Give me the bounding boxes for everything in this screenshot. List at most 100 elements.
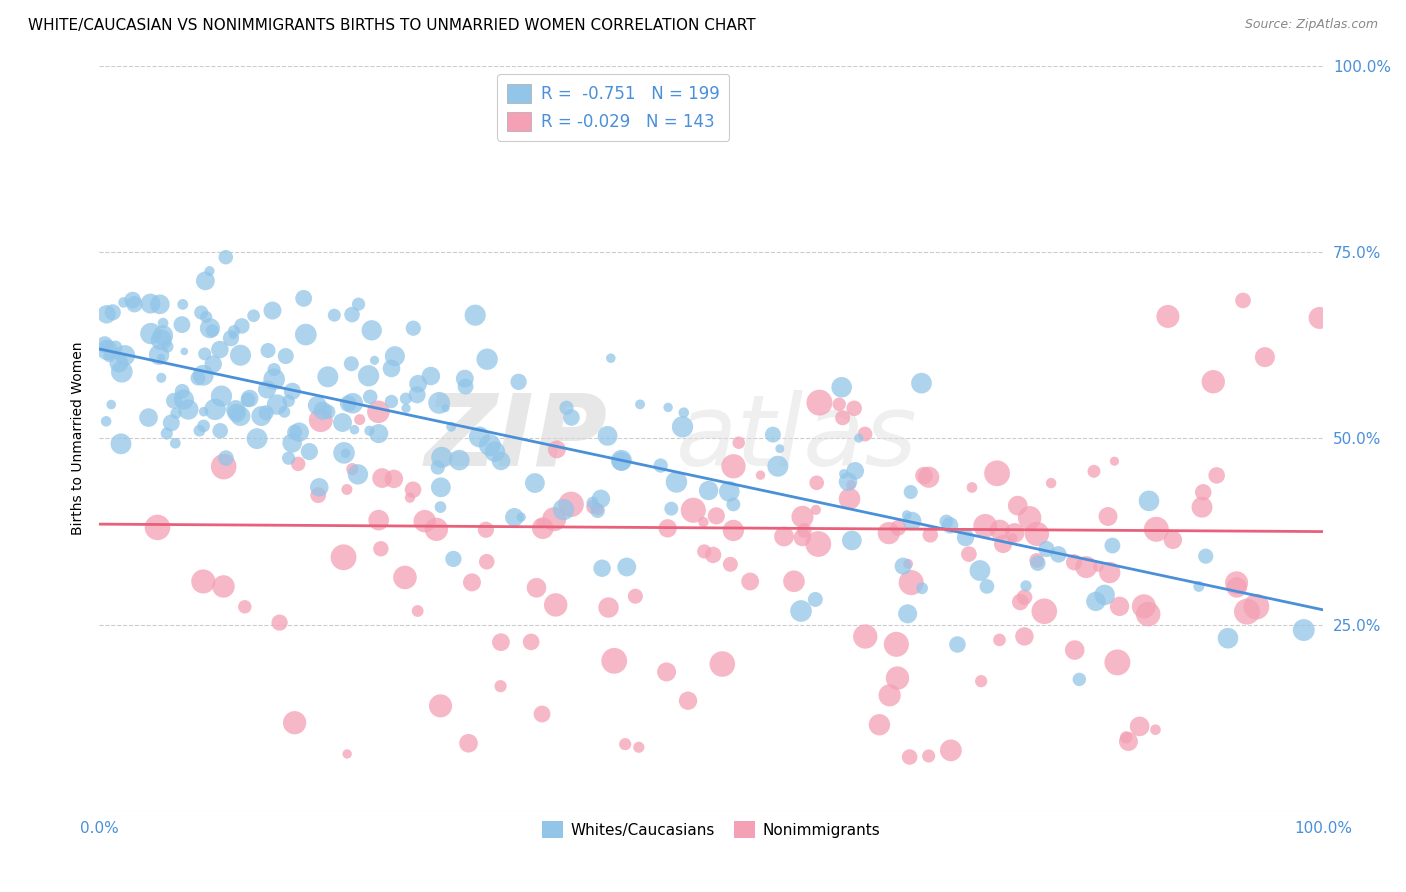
Point bbox=[910, 376, 932, 391]
Point bbox=[475, 523, 498, 537]
Point bbox=[139, 326, 162, 341]
Point bbox=[793, 524, 815, 538]
Point bbox=[1026, 527, 1049, 541]
Point bbox=[427, 396, 450, 410]
Point bbox=[337, 396, 360, 410]
Point bbox=[897, 607, 920, 621]
Point bbox=[1033, 604, 1056, 618]
Point bbox=[1191, 500, 1213, 515]
Point bbox=[457, 736, 479, 750]
Point bbox=[702, 548, 724, 562]
Point bbox=[723, 497, 745, 511]
Point bbox=[1010, 595, 1032, 609]
Point bbox=[256, 383, 278, 397]
Point bbox=[236, 392, 259, 407]
Point bbox=[969, 564, 991, 578]
Point bbox=[1018, 510, 1040, 524]
Point bbox=[177, 402, 200, 417]
Point bbox=[406, 604, 429, 618]
Point bbox=[624, 589, 647, 603]
Point bbox=[807, 537, 830, 551]
Point bbox=[531, 521, 554, 535]
Point bbox=[1007, 499, 1029, 513]
Point bbox=[766, 459, 789, 474]
Point bbox=[939, 518, 962, 533]
Point bbox=[342, 396, 364, 410]
Point bbox=[112, 295, 135, 310]
Point bbox=[1192, 485, 1215, 500]
Point bbox=[449, 453, 471, 467]
Point bbox=[96, 414, 118, 428]
Point bbox=[394, 570, 416, 584]
Point bbox=[340, 357, 363, 371]
Point bbox=[287, 457, 309, 471]
Point bbox=[284, 715, 307, 730]
Point bbox=[848, 431, 870, 445]
Point bbox=[332, 550, 354, 565]
Point bbox=[672, 406, 695, 420]
Point bbox=[970, 674, 993, 689]
Point bbox=[193, 418, 215, 433]
Point bbox=[1137, 494, 1160, 508]
Point bbox=[138, 410, 160, 425]
Point bbox=[308, 480, 330, 494]
Point bbox=[150, 333, 173, 347]
Point bbox=[478, 438, 501, 452]
Point bbox=[599, 351, 621, 366]
Point bbox=[336, 483, 359, 497]
Point bbox=[1063, 555, 1085, 569]
Point bbox=[555, 401, 578, 415]
Point bbox=[1157, 310, 1180, 324]
Point bbox=[900, 575, 922, 590]
Point bbox=[657, 401, 679, 415]
Point bbox=[749, 468, 772, 483]
Point bbox=[121, 293, 143, 307]
Point bbox=[1014, 591, 1036, 605]
Point bbox=[371, 471, 394, 485]
Point bbox=[1004, 525, 1026, 540]
Point bbox=[347, 467, 370, 482]
Point bbox=[718, 558, 741, 572]
Point bbox=[1108, 599, 1130, 614]
Point bbox=[1236, 605, 1258, 619]
Point bbox=[1084, 594, 1107, 608]
Point bbox=[429, 698, 451, 713]
Point bbox=[986, 467, 1008, 481]
Point bbox=[316, 369, 339, 384]
Point bbox=[429, 500, 451, 514]
Point bbox=[529, 516, 551, 530]
Point bbox=[560, 497, 582, 511]
Point bbox=[430, 450, 453, 465]
Point bbox=[292, 291, 315, 305]
Point bbox=[897, 557, 920, 571]
Point bbox=[1246, 599, 1268, 614]
Point bbox=[363, 353, 385, 368]
Point bbox=[591, 561, 613, 575]
Point bbox=[841, 533, 863, 548]
Point bbox=[693, 544, 716, 558]
Point bbox=[912, 468, 935, 483]
Point bbox=[335, 446, 357, 460]
Legend: Whites/Caucasians, Nonimmigrants: Whites/Caucasians, Nonimmigrants bbox=[536, 814, 887, 845]
Point bbox=[360, 323, 382, 337]
Point bbox=[723, 524, 745, 538]
Point bbox=[671, 420, 693, 434]
Point bbox=[1040, 476, 1063, 491]
Point bbox=[896, 508, 918, 522]
Point bbox=[1001, 531, 1024, 545]
Point bbox=[198, 321, 221, 335]
Point bbox=[1087, 559, 1109, 574]
Point bbox=[193, 368, 215, 383]
Point bbox=[225, 402, 247, 417]
Point bbox=[484, 444, 506, 458]
Point bbox=[108, 356, 131, 370]
Point bbox=[263, 362, 285, 376]
Point bbox=[152, 328, 174, 343]
Point bbox=[395, 392, 418, 406]
Point bbox=[628, 397, 651, 411]
Point bbox=[148, 348, 170, 362]
Point bbox=[347, 297, 370, 311]
Point bbox=[208, 343, 231, 357]
Point bbox=[380, 361, 402, 376]
Point bbox=[212, 579, 235, 593]
